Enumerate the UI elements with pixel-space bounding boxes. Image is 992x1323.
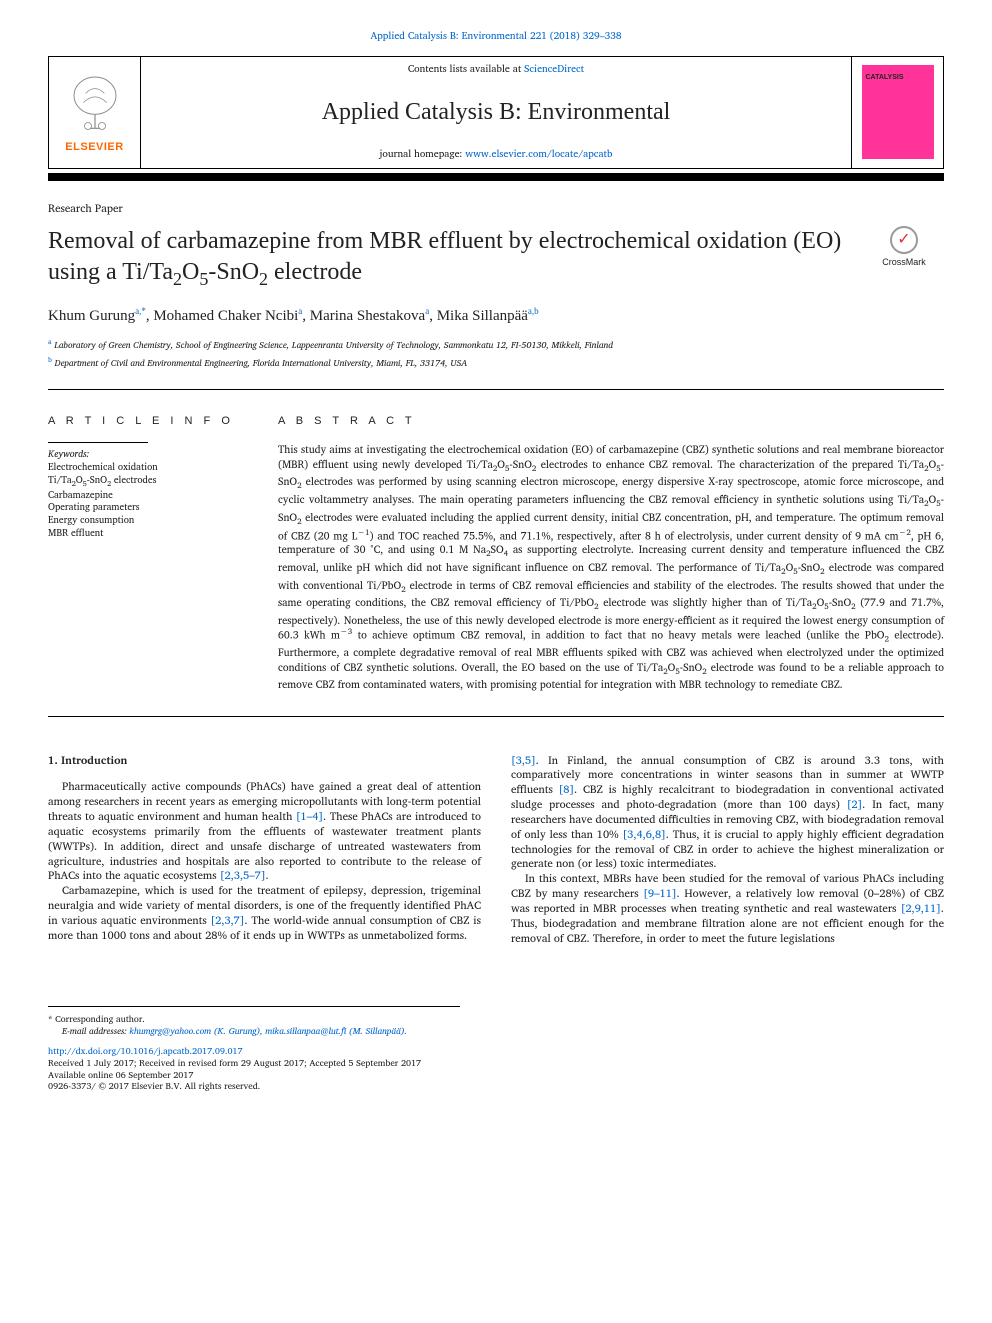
running-header: Applied Catalysis B: Environmental 221 (… xyxy=(48,30,944,44)
author-list: Khum Gurunga,*, Mohamed Chaker Ncibia, M… xyxy=(48,305,944,326)
homepage-link[interactable]: www.elsevier.com/locate/apcatb xyxy=(465,146,612,162)
crossmark-label: CrossMark xyxy=(864,256,944,268)
sciencedirect-link[interactable]: ScienceDirect xyxy=(524,61,584,77)
keyword: MBR effluent xyxy=(48,528,248,541)
elsevier-tree-icon xyxy=(60,70,130,140)
elsevier-wordmark: ELSEVIER xyxy=(65,140,123,155)
body-column-left: 1. Introduction Pharmaceutically active … xyxy=(48,753,481,946)
article-history: Received 1 July 2017; Received in revise… xyxy=(48,1057,944,1092)
journal-header-middle: Contents lists available at ScienceDirec… xyxy=(141,57,851,168)
journal-cover-thumb: CATALYSIS xyxy=(851,57,943,168)
elsevier-logo: ELSEVIER xyxy=(49,57,141,168)
intro-heading: 1. Introduction xyxy=(48,753,481,768)
body-columns: 1. Introduction Pharmaceutically active … xyxy=(48,753,944,946)
abstract-column: A B S T R A C T This study aims at inves… xyxy=(278,414,944,692)
header-rule xyxy=(48,173,944,181)
body-column-right: [3,5]. In Finland, the annual consumptio… xyxy=(511,753,944,946)
contents-line: Contents lists available at ScienceDirec… xyxy=(151,63,841,77)
cover-thumb-label: CATALYSIS xyxy=(866,73,904,82)
journal-header: ELSEVIER Contents lists available at Sci… xyxy=(48,56,944,169)
crossmark-icon: ✓ xyxy=(890,226,918,254)
article-title: Removal of carbamazepine from MBR efflue… xyxy=(48,226,848,291)
affiliation-b: b Department of Civil and Environmental … xyxy=(48,356,944,369)
intro-para: Carbamazepine, which is used for the tre… xyxy=(48,883,481,942)
homepage-line: journal homepage: www.elsevier.com/locat… xyxy=(151,148,841,162)
article-type: Research Paper xyxy=(48,201,944,216)
contents-prefix: Contents lists available at xyxy=(408,61,524,77)
article-info-column: A R T I C L E I N F O Keywords: Electroc… xyxy=(48,414,248,692)
article-info-heading: A R T I C L E I N F O xyxy=(48,414,248,429)
crossmark-badge[interactable]: ✓ CrossMark xyxy=(864,226,944,268)
intro-para: Pharmaceutically active compounds (PhACs… xyxy=(48,779,481,883)
abstract-heading: A B S T R A C T xyxy=(278,414,944,429)
intro-para: [3,5]. In Finland, the annual consumptio… xyxy=(511,753,944,872)
email-line: E-mail addresses: khumgrg@yahoo.com (K. … xyxy=(48,1025,460,1037)
history-line: 0926-3373/ © 2017 Elsevier B.V. All righ… xyxy=(48,1080,944,1092)
homepage-prefix: journal homepage: xyxy=(380,146,466,162)
email-link[interactable]: khumgrg@yahoo.com (K. Gurung), mika.sill… xyxy=(129,1023,407,1038)
affiliation-a: a Laboratory of Green Chemistry, School … xyxy=(48,338,944,351)
footnotes: * Corresponding author. E-mail addresses… xyxy=(48,1006,460,1037)
journal-name: Applied Catalysis B: Environmental xyxy=(151,96,841,128)
abstract-text: This study aims at investigating the ele… xyxy=(278,442,944,691)
intro-para: In this context, MBRs have been studied … xyxy=(511,871,944,945)
